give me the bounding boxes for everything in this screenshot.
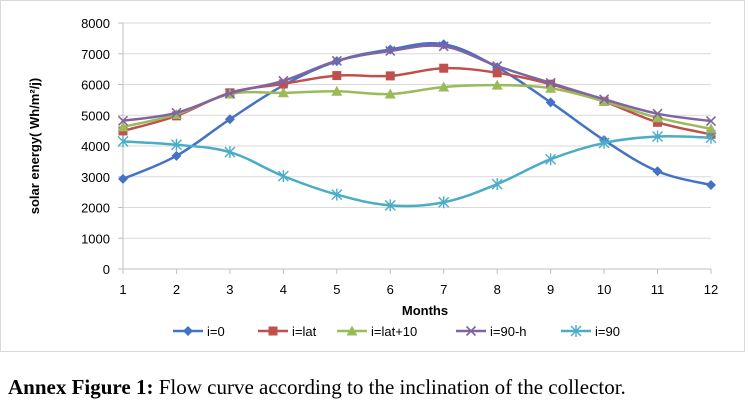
data-point	[652, 112, 664, 123]
x-tick-label: 3	[226, 282, 233, 297]
data-point	[438, 81, 450, 92]
x-tick-label: 2	[173, 282, 180, 297]
y-axis-title: solar energy( Wh/m²/j)	[27, 78, 42, 215]
series-line	[122, 44, 712, 123]
data-point	[117, 115, 129, 126]
data-point	[491, 79, 503, 90]
y-tick-label: 6000	[81, 78, 110, 93]
data-point	[384, 88, 396, 99]
data-point	[331, 85, 343, 96]
x-tick-label: 11	[651, 282, 665, 297]
data-point	[170, 138, 182, 151]
series-line	[122, 42, 712, 187]
data-point	[438, 41, 449, 52]
data-point	[332, 71, 342, 81]
x-tick-label: 9	[547, 282, 554, 297]
legend-label: i=0	[207, 324, 225, 339]
data-point	[705, 131, 717, 144]
data-point	[570, 325, 582, 337]
figure-caption: Annex Figure 1: Flow curve according to …	[8, 375, 626, 400]
legend-item: i=lat+10	[337, 324, 417, 339]
x-tick-label: 7	[440, 282, 447, 297]
data-point	[598, 95, 610, 106]
legend-item: i=lat	[258, 324, 317, 339]
legend-item: i=0	[173, 324, 225, 339]
data-point	[171, 150, 182, 161]
data-point	[492, 60, 503, 72]
y-tick-label: 2000	[81, 201, 110, 216]
series-i=0	[118, 39, 716, 191]
data-point	[705, 116, 717, 127]
chart-frame: 0 1000 2000 3000 4000 5000 6000 7000 8000 1 2 3 4 5 6 7…	[0, 0, 745, 352]
data-point	[545, 77, 556, 89]
data-point	[706, 180, 716, 191]
data-point	[277, 87, 289, 98]
x-tick-label: 6	[387, 282, 394, 297]
x-tick-label: 1	[119, 282, 126, 297]
data-point	[118, 173, 128, 184]
series-line	[122, 83, 712, 131]
series-i=90-h	[117, 41, 717, 127]
data-point	[545, 82, 557, 93]
legend-label: i=lat+10	[371, 324, 417, 339]
data-point	[439, 63, 449, 73]
data-point	[224, 146, 236, 159]
data-point	[438, 196, 450, 209]
data-point	[268, 326, 278, 336]
legend-item: i=90-h	[456, 324, 527, 339]
data-point	[653, 117, 663, 127]
y-tick-label: 0	[103, 262, 110, 277]
data-point	[545, 97, 556, 108]
x-axis-title: Months	[402, 303, 448, 318]
data-point	[492, 68, 502, 78]
data-point	[465, 325, 477, 337]
data-point	[491, 178, 503, 191]
y-tick-label: 8000	[81, 16, 110, 31]
data-point	[652, 130, 664, 143]
x-tick-label: 10	[597, 282, 611, 297]
legend-label: i=lat	[292, 324, 317, 339]
data-point	[385, 45, 396, 57]
caption-text: Flow curve according to the inclination …	[153, 375, 626, 399]
caption-label: Annex Figure 1:	[8, 375, 154, 399]
data-point	[117, 121, 129, 132]
data-point	[277, 170, 289, 183]
data-point	[183, 326, 193, 336]
data-point	[598, 136, 610, 149]
y-tick-label: 4000	[81, 139, 110, 154]
data-point	[384, 199, 396, 212]
legend-label: i=90	[595, 324, 620, 339]
data-point	[545, 153, 557, 166]
series-line	[122, 134, 712, 208]
data-point	[705, 123, 717, 134]
data-point	[171, 107, 182, 118]
x-tick-label: 12	[704, 282, 718, 297]
data-point	[652, 108, 663, 119]
data-point	[331, 188, 343, 201]
x-tick-label: 5	[333, 282, 340, 297]
x-tick-label: 4	[280, 282, 287, 297]
y-tick-label: 3000	[81, 170, 110, 185]
y-tick-label: 7000	[81, 47, 110, 62]
legend-item: i=90	[561, 324, 620, 339]
data-point	[224, 88, 235, 99]
series-i=90	[117, 130, 717, 212]
y-tick-label: 1000	[81, 231, 110, 246]
legend-label: i=90-h	[490, 324, 527, 339]
data-point	[385, 71, 395, 81]
data-point	[278, 79, 288, 89]
y-tick-label: 5000	[81, 108, 110, 123]
data-point	[224, 114, 235, 125]
data-point	[599, 94, 610, 105]
data-point	[331, 55, 342, 66]
data-point	[652, 166, 663, 177]
data-point	[117, 135, 129, 148]
data-point	[346, 325, 358, 336]
data-point	[278, 75, 289, 86]
x-tick-label: 8	[494, 282, 501, 297]
